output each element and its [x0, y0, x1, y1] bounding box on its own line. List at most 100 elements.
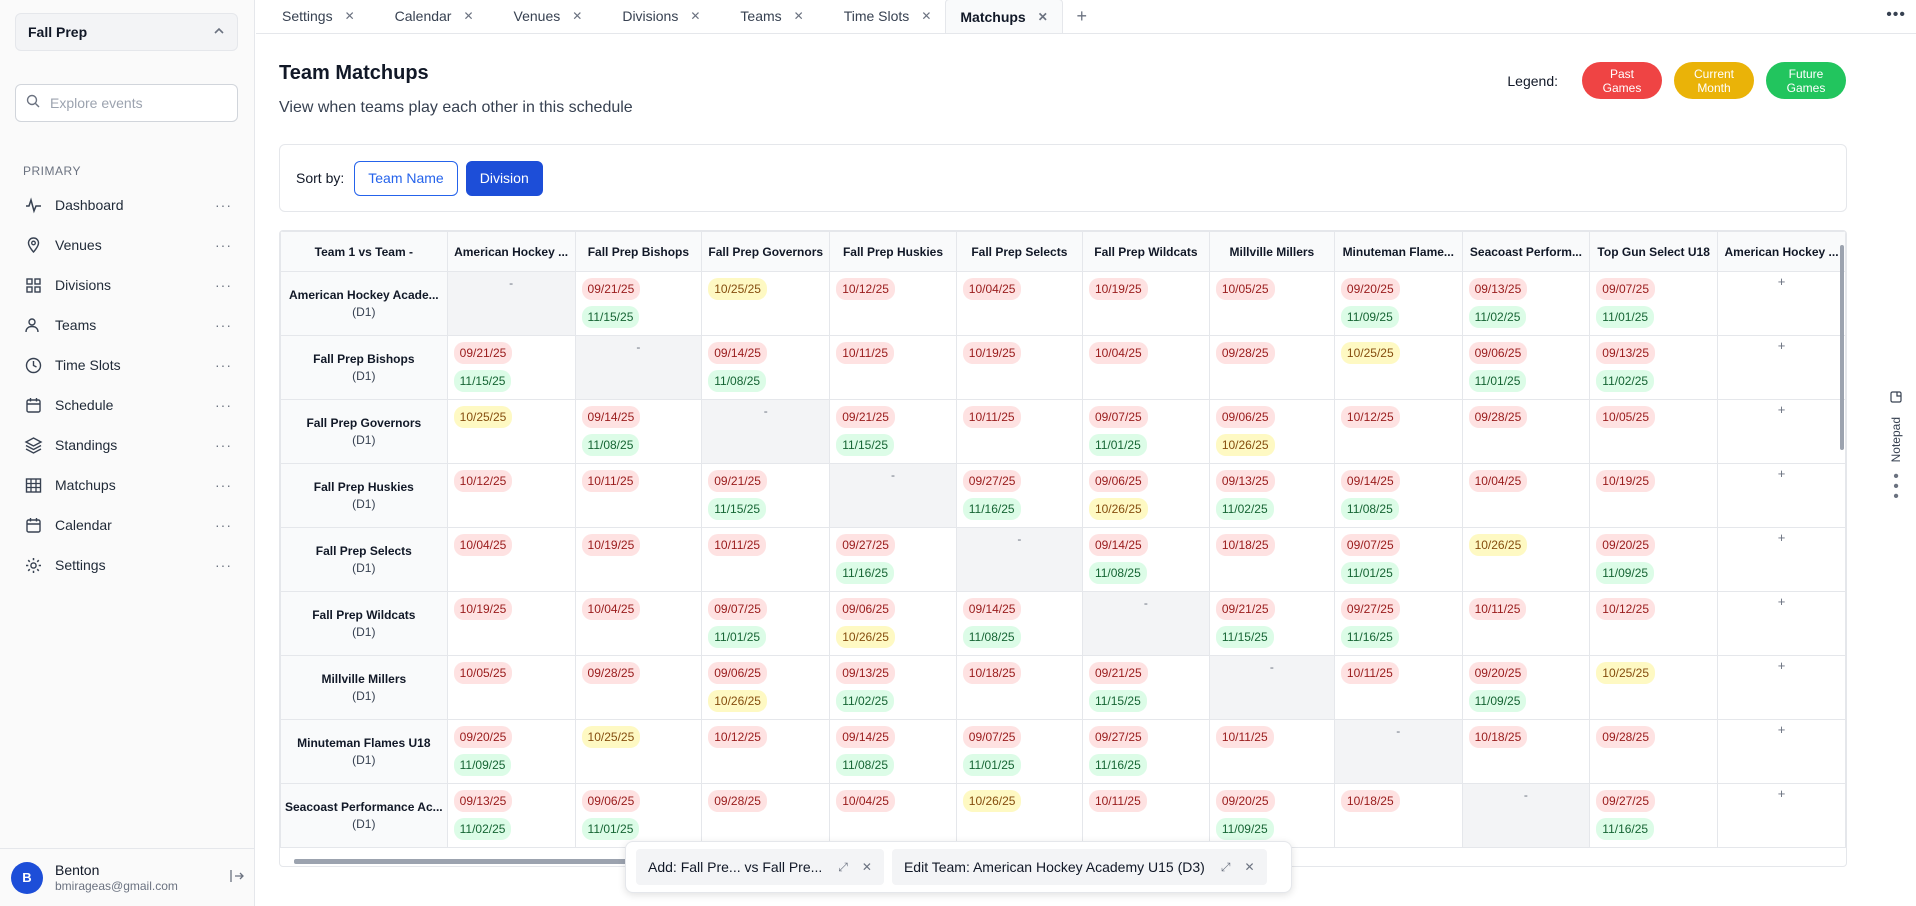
matchup-cell[interactable]: 09/27/25 11/16/25 [829, 527, 957, 592]
matchup-cell[interactable]: 10/19/25 [1589, 463, 1719, 528]
matchup-cell[interactable]: 09/14/25 11/08/25 [955, 591, 1083, 656]
matchup-cell[interactable]: 10/05/25 [446, 655, 576, 720]
row-header[interactable]: Fall Prep Bishops (D1) [280, 335, 448, 400]
matchup-cell[interactable]: 10/11/25 [1333, 655, 1463, 720]
game-date-chip[interactable]: 11/09/25 [1596, 562, 1655, 584]
matchup-cell[interactable]: 09/20/25 11/09/25 [1208, 783, 1335, 848]
matchup-cell[interactable]: 10/04/25 [1081, 335, 1210, 400]
matchup-cell[interactable]: 09/14/25 11/08/25 [829, 719, 957, 784]
matchup-cell[interactable]: 10/25/25 [574, 719, 703, 784]
column-header[interactable]: Fall Prep Wildcats [1081, 231, 1210, 272]
matchup-cell[interactable]: 09/21/25 11/15/25 [829, 399, 957, 464]
game-date-chip[interactable]: 10/11/25 [1468, 598, 1527, 620]
game-date-chip[interactable]: 11/15/25 [836, 434, 895, 456]
sidebar-item-schedule[interactable]: Schedule ··· [15, 385, 240, 425]
more-options-icon[interactable]: ··· [215, 437, 232, 453]
row-header[interactable]: American Hockey Acade... (D1) [280, 271, 448, 336]
game-date-chip[interactable]: 09/27/25 [962, 470, 1022, 492]
game-date-chip[interactable]: 10/11/25 [1215, 726, 1274, 748]
game-date-chip[interactable]: 09/28/25 [1596, 726, 1655, 748]
add-matchup-cell[interactable]: + [1717, 271, 1846, 336]
game-date-chip[interactable]: 09/20/25 [453, 726, 513, 748]
game-date-chip[interactable]: 09/21/25 [453, 342, 513, 364]
more-menu-icon[interactable]: ••• [1886, 6, 1906, 23]
game-date-chip[interactable]: 09/13/25 [453, 790, 513, 812]
game-date-chip[interactable]: 09/28/25 [1215, 342, 1275, 364]
game-date-chip[interactable]: 09/07/25 [1088, 406, 1148, 428]
game-date-chip[interactable]: 10/26/25 [708, 690, 767, 712]
matchup-cell[interactable]: 10/19/25 [446, 591, 576, 656]
game-date-chip[interactable]: 11/16/25 [962, 498, 1021, 520]
matchup-cell[interactable]: 09/28/25 [1589, 719, 1719, 784]
expand-icon[interactable]: ⤢ [1220, 859, 1231, 874]
column-header[interactable]: Seacoast Perform... [1461, 231, 1591, 272]
matchup-cell[interactable]: 09/20/25 11/09/25 [1461, 655, 1591, 720]
game-date-chip[interactable]: 11/08/25 [836, 754, 895, 776]
game-date-chip[interactable]: 10/04/25 [836, 790, 895, 812]
sidebar-item-matchups[interactable]: Matchups ··· [15, 465, 240, 505]
game-date-chip[interactable]: 11/15/25 [1215, 626, 1274, 648]
matchup-cell[interactable]: 10/12/25 [701, 719, 831, 784]
game-date-chip[interactable]: 10/05/25 [1215, 278, 1275, 300]
floating-tab[interactable]: Add: Fall Pre... vs Fall Pre... ⤢ ✕ [636, 849, 884, 885]
game-date-chip[interactable]: 11/16/25 [836, 562, 895, 584]
game-date-chip[interactable]: 10/25/25 [1596, 662, 1655, 684]
game-date-chip[interactable]: 09/20/25 [1340, 278, 1400, 300]
matchup-cell[interactable]: 10/04/25 [829, 783, 957, 848]
matchup-cell[interactable]: 10/25/25 [1589, 655, 1719, 720]
game-date-chip[interactable]: 09/06/25 [1088, 470, 1148, 492]
matchup-cell[interactable]: 09/27/25 11/16/25 [1589, 783, 1719, 848]
game-date-chip[interactable]: 11/01/25 [1340, 562, 1399, 584]
game-date-chip[interactable]: 09/14/25 [836, 726, 895, 748]
matchup-cell[interactable]: 10/19/25 [574, 527, 703, 592]
tab-calendar[interactable]: Calendar ✕ [369, 0, 488, 33]
matchup-cell[interactable]: 10/11/25 [1461, 591, 1591, 656]
more-options-icon[interactable]: ··· [215, 517, 232, 533]
expand-icon[interactable]: ⤢ [838, 859, 848, 874]
game-date-chip[interactable]: 09/20/25 [1468, 662, 1528, 684]
game-date-chip[interactable]: 09/06/25 [836, 598, 895, 620]
row-header[interactable]: Fall Prep Governors (D1) [280, 399, 448, 464]
game-date-chip[interactable]: 10/05/25 [1596, 406, 1655, 428]
matchup-cell[interactable]: 10/04/25 [446, 527, 576, 592]
more-options-icon[interactable]: ··· [215, 277, 232, 293]
sidebar-item-divisions[interactable]: Divisions ··· [15, 265, 240, 305]
matchup-cell[interactable]: 09/06/25 11/01/25 [1461, 335, 1591, 400]
add-matchup-cell[interactable]: + [1717, 783, 1846, 848]
game-date-chip[interactable]: 10/18/25 [962, 662, 1022, 684]
game-date-chip[interactable]: 11/09/25 [1468, 690, 1527, 712]
event-search[interactable] [15, 84, 238, 122]
column-header[interactable]: American Hockey ... [1717, 231, 1846, 272]
game-date-chip[interactable]: 10/19/25 [962, 342, 1022, 364]
game-date-chip[interactable]: 10/11/25 [836, 342, 895, 364]
game-date-chip[interactable]: 11/08/25 [581, 434, 640, 456]
drag-handle-icon[interactable]: • • • [1893, 468, 1899, 506]
matchup-cell[interactable]: 10/04/25 [1461, 463, 1591, 528]
game-date-chip[interactable]: 09/14/25 [962, 598, 1022, 620]
game-date-chip[interactable]: 11/02/25 [1215, 498, 1274, 520]
game-date-chip[interactable]: 11/15/25 [708, 498, 767, 520]
more-options-icon[interactable]: ··· [215, 397, 232, 413]
row-header[interactable]: Millville Millers (D1) [280, 655, 448, 720]
game-date-chip[interactable]: 10/18/25 [1340, 790, 1400, 812]
game-date-chip[interactable]: 11/01/25 [1088, 434, 1147, 456]
matchup-cell[interactable]: 10/12/25 [829, 271, 957, 336]
game-date-chip[interactable]: 09/13/25 [1596, 342, 1655, 364]
row-header[interactable]: Fall Prep Selects (D1) [280, 527, 448, 592]
game-date-chip[interactable]: 09/13/25 [836, 662, 895, 684]
game-date-chip[interactable]: 09/27/25 [1340, 598, 1400, 620]
sidebar-item-settings[interactable]: Settings ··· [15, 545, 240, 585]
more-options-icon[interactable]: ··· [215, 317, 232, 333]
floating-tab[interactable]: Edit Team: American Hockey Academy U15 (… [891, 849, 1267, 885]
matchup-cell[interactable]: 09/06/25 11/01/25 [574, 783, 703, 848]
game-date-chip[interactable]: 09/21/25 [836, 406, 895, 428]
add-matchup-cell[interactable]: + [1717, 335, 1846, 400]
matchup-cell[interactable]: 09/21/25 11/15/25 [574, 271, 703, 336]
more-options-icon[interactable]: ··· [215, 197, 232, 213]
game-date-chip[interactable]: 09/27/25 [1596, 790, 1655, 812]
game-date-chip[interactable]: 09/14/25 [1340, 470, 1400, 492]
more-options-icon[interactable]: ··· [215, 357, 232, 373]
matchup-cell[interactable]: 09/21/25 11/15/25 [701, 463, 831, 528]
matchup-cell[interactable]: 10/18/25 [1208, 527, 1335, 592]
game-date-chip[interactable]: 10/18/25 [1468, 726, 1528, 748]
